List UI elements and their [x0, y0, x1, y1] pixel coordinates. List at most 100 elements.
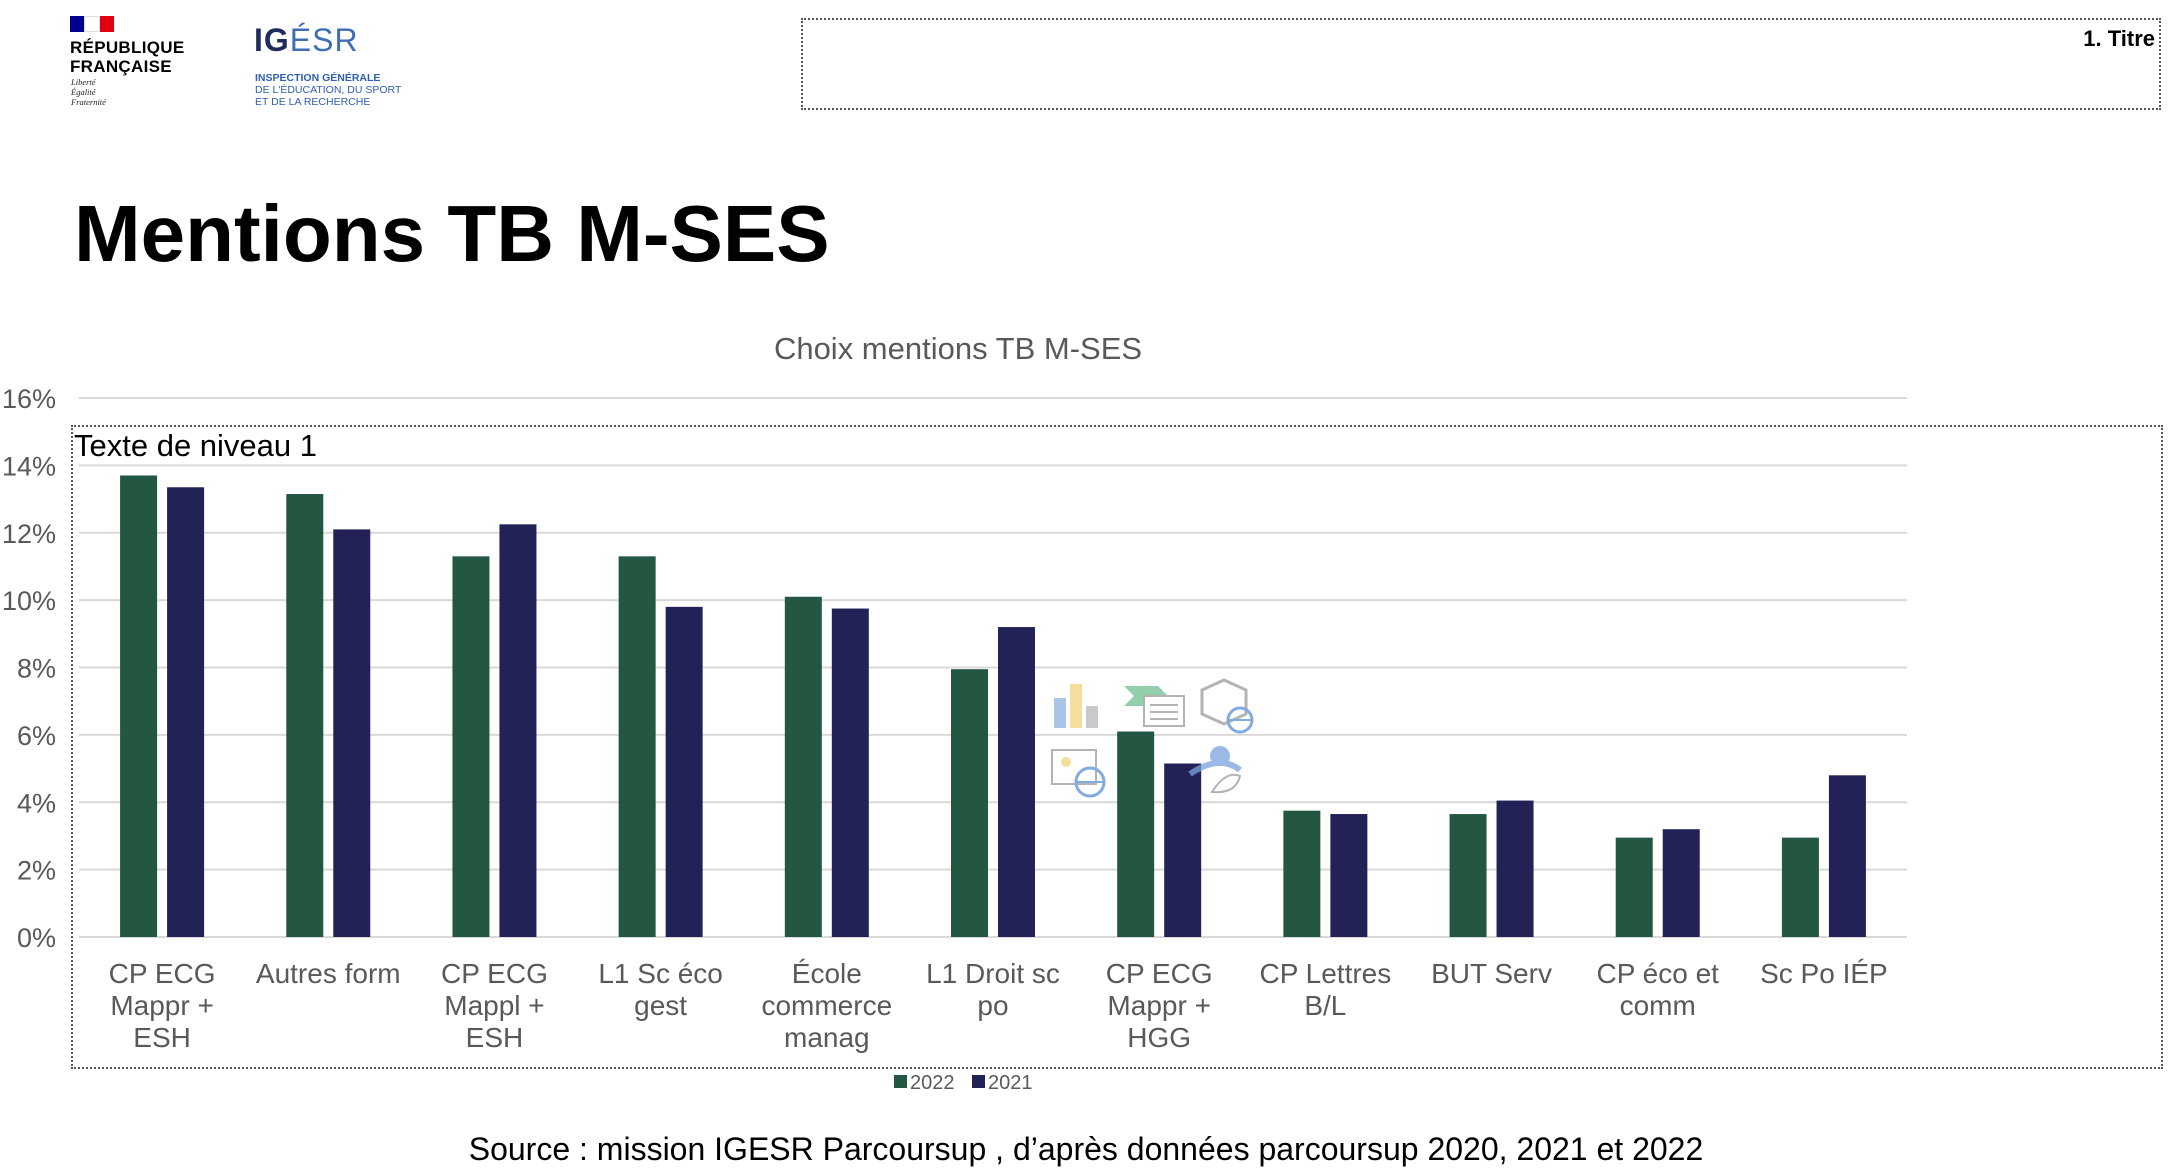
x-category-label: BUT Serv: [1431, 958, 1552, 989]
y-tick-label: 2%: [17, 856, 56, 886]
y-tick-label: 12%: [2, 519, 56, 549]
bar-2022: [1781, 837, 1819, 937]
flag-blue-stripe: [70, 16, 84, 32]
bar-chart: Choix mentions TB M-SES 0% 2% 4% 6% 8% 10% 12%…: [2, 331, 1907, 1094]
bar-2022: [618, 556, 656, 937]
bar-2022: [286, 494, 324, 937]
igesr-word-light: ÉSR: [289, 22, 359, 58]
chart-legend: 2022 2021: [894, 1072, 1033, 1094]
x-category-label-line: École: [792, 958, 862, 989]
slide-title: Mentions TB M-SES: [74, 189, 830, 278]
chart-title: Choix mentions TB M-SES: [774, 331, 1142, 366]
insert-smartart-icon: [1124, 686, 1185, 727]
bar-2022: [951, 669, 988, 937]
x-category-label: CP ECG Mappr + HGG: [1106, 958, 1213, 1053]
republique-motto: Liberté Égalité Fraternité: [71, 77, 106, 107]
x-category-label: CP ECG Mappr + ESH: [109, 958, 216, 1053]
bar-2021: [1828, 775, 1866, 937]
bar-2022: [784, 596, 822, 937]
x-category-label-line: B/L: [1304, 990, 1346, 1021]
republique-francaise-logo: RÉPUBLIQUE FRANÇAISE Liberté Égalité Fra…: [68, 14, 198, 114]
insert-3d-model-icon: [1200, 678, 1254, 734]
source-note: Source : mission IGESR Parcoursup , d’ap…: [468, 1131, 1704, 1167]
y-tick-label: 4%: [17, 788, 56, 818]
title-placeholder-box[interactable]: 1. Titre: [801, 18, 2161, 110]
bar-2022: [1117, 731, 1155, 937]
x-category-label-line: Mappl +: [444, 990, 544, 1021]
flag-white-stripe: [84, 16, 100, 32]
igesr-word-bold: IG: [254, 22, 290, 58]
x-category-label: Autres form: [256, 958, 401, 989]
x-category-label-line: manag: [784, 1022, 870, 1053]
french-flag-icon: [70, 16, 114, 32]
y-tick-label: 6%: [17, 721, 56, 751]
x-category-label-line: CP ECG: [109, 958, 216, 989]
bar-2022: [120, 475, 158, 937]
x-category-label-line: Mappr +: [110, 990, 214, 1021]
title-placeholder-text: 1. Titre: [2083, 26, 2155, 51]
x-category-label-line: Autres form: [256, 958, 401, 989]
x-category-label: Sc Po IÉP: [1760, 958, 1888, 989]
x-category-label-line: commerce: [761, 990, 892, 1021]
x-category-label-line: gest: [634, 990, 687, 1021]
bar-2022: [1615, 837, 1653, 937]
x-category-label-line: po: [977, 990, 1008, 1021]
x-category-label-line: HGG: [1127, 1022, 1191, 1053]
x-category-label: L1 Droit sc po: [926, 958, 1060, 1021]
igesr-wordmark: IGÉSR: [254, 22, 359, 59]
flag-red-stripe: [100, 16, 114, 32]
bar-2021: [333, 529, 371, 937]
republique-name: RÉPUBLIQUE FRANÇAISE: [70, 38, 185, 76]
igesr-subtitle-rest: DE L'ÉDUCATION, DU SPORT ET DE LA RECHER…: [255, 84, 402, 108]
x-category-label: École commerce manag: [761, 958, 892, 1053]
x-category-label: L1 Sc éco gest: [598, 958, 723, 1021]
legend-swatch-2021: [972, 1075, 985, 1088]
x-category-label-line: comm: [1620, 990, 1696, 1021]
bar-2021: [1662, 829, 1700, 937]
x-category-label-line: ESH: [133, 1022, 191, 1053]
bar-2022: [452, 556, 490, 937]
x-category-label-line: L1 Sc éco: [598, 958, 723, 989]
x-category-label-line: CP Lettres: [1259, 958, 1391, 989]
insert-online-picture-icon: [1051, 749, 1106, 798]
y-axis-tick-labels: 0% 2% 4% 6% 8% 10% 12% 14% 16%: [2, 384, 56, 953]
chart-bars: [120, 475, 1866, 937]
x-category-label-line: CP ECG: [441, 958, 548, 989]
bar-2021: [998, 627, 1035, 937]
bar-2021: [1164, 763, 1202, 937]
x-category-label-line: ESH: [466, 1022, 524, 1053]
bar-2021: [1330, 814, 1368, 937]
chart-gridlines: [79, 397, 1907, 938]
y-tick-label: 0%: [17, 923, 56, 953]
bar-2021: [665, 606, 703, 937]
igesr-subtitle: INSPECTION GÉNÉRALE DE L'ÉDUCATION, DU S…: [255, 72, 445, 108]
bar-2021: [1496, 800, 1534, 937]
legend-label-2021: 2021: [988, 1072, 1033, 1094]
bar-2021: [167, 487, 205, 937]
x-category-label: CP Lettres B/L: [1259, 958, 1391, 1021]
x-category-label-line: L1 Droit sc: [926, 958, 1060, 989]
bar-2021: [499, 524, 537, 937]
x-category-label-line: CP éco et: [1597, 958, 1720, 989]
x-category-label-line: CP ECG: [1106, 958, 1213, 989]
y-tick-label: 10%: [2, 586, 56, 616]
legend-label-2022: 2022: [910, 1072, 955, 1094]
igesr-subtitle-bold: INSPECTION GÉNÉRALE: [255, 72, 381, 84]
igesr-logo: IGÉSR INSPECTION GÉNÉRALE DE L'ÉDUCATION…: [252, 20, 442, 120]
insert-icons-icon: [1188, 746, 1242, 794]
content-placeholder-box[interactable]: [71, 425, 2163, 1069]
bar-2022: [1449, 814, 1487, 937]
x-category-label: CP éco et comm: [1597, 958, 1720, 1021]
x-category-label: CP ECG Mappl + ESH: [441, 958, 548, 1053]
bar-2021: [831, 608, 869, 937]
legend-swatch-2022: [894, 1075, 907, 1088]
bar-2022: [1283, 810, 1321, 937]
x-category-label-line: Mappr +: [1107, 990, 1211, 1021]
insert-chart-icon: [1054, 684, 1098, 728]
y-tick-label: 14%: [2, 451, 56, 481]
x-category-label-line: Sc Po IÉP: [1760, 958, 1888, 989]
y-tick-label: 8%: [17, 654, 56, 684]
y-tick-label: 16%: [2, 384, 56, 414]
insert-content-icons: [1051, 678, 1254, 798]
